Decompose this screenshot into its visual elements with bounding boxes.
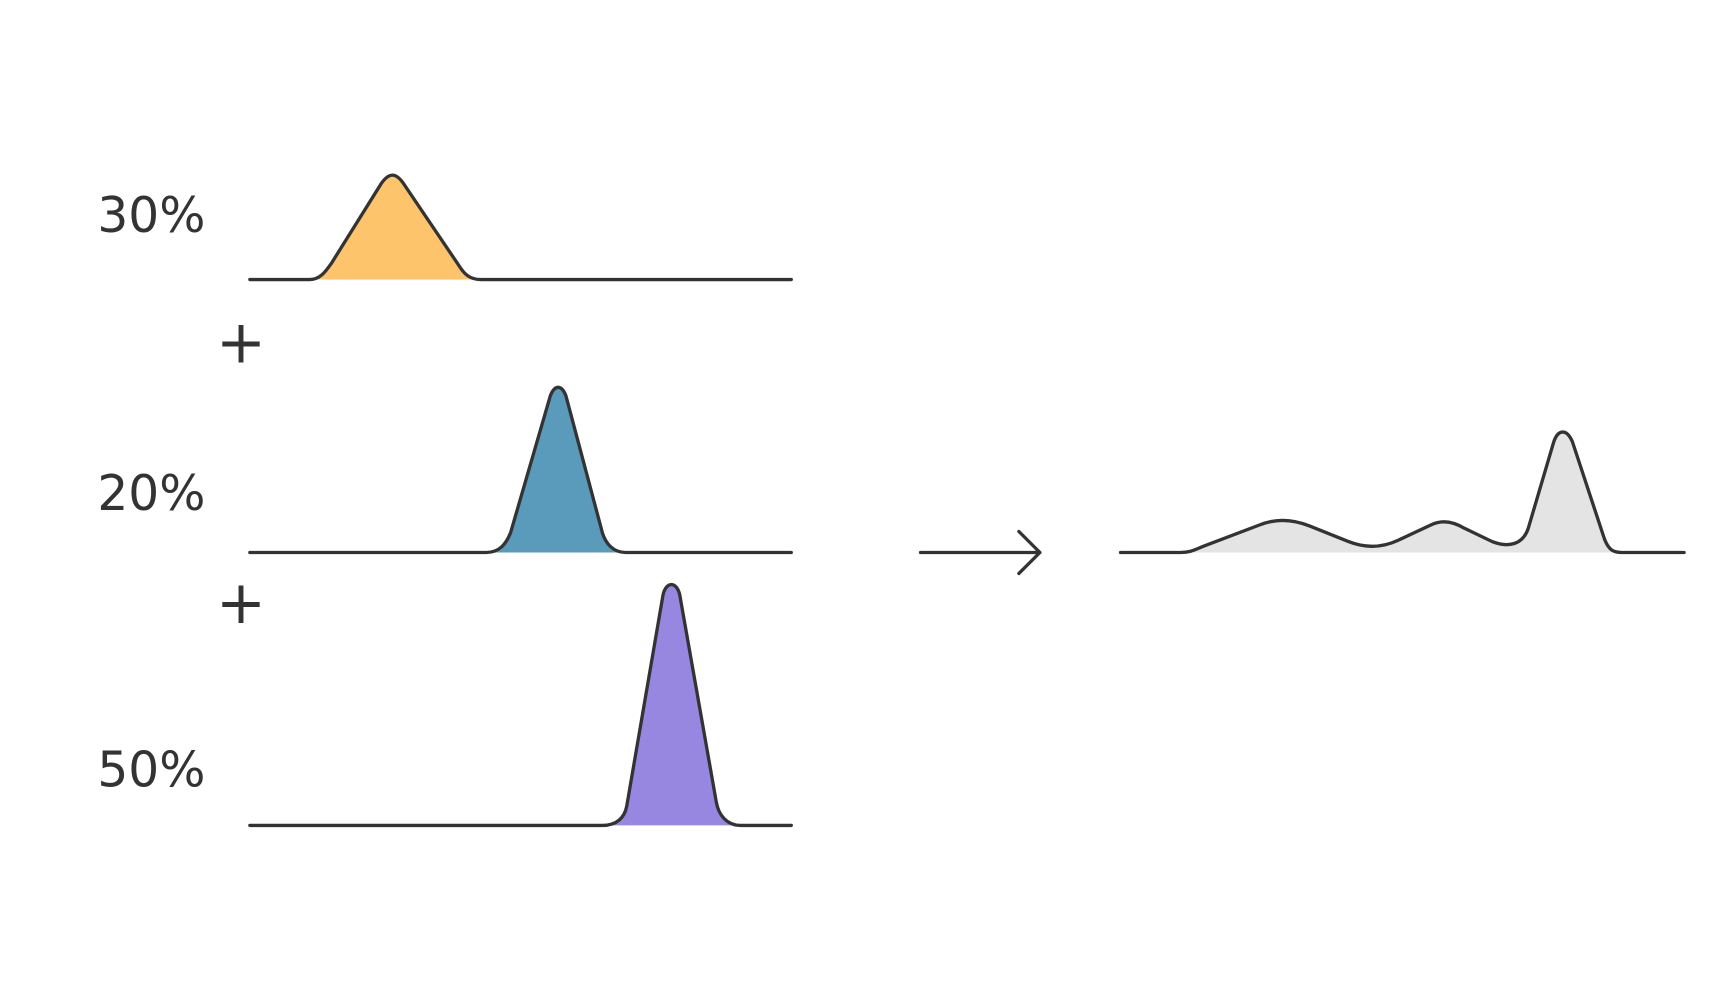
- plus-sign: +: [216, 569, 266, 638]
- mixture-fill: [1180, 432, 1623, 553]
- distribution-curve: [248, 385, 793, 555]
- plus-sign: +: [216, 308, 266, 377]
- arrow: [918, 529, 1042, 576]
- weight-label: 30%: [97, 188, 205, 244]
- distribution-curve: [248, 582, 793, 828]
- distribution-curve: [248, 173, 793, 282]
- distribution-fill: [309, 175, 481, 280]
- weight-label: 20%: [97, 466, 205, 522]
- mixture-curve: [1118, 430, 1686, 555]
- distribution-fill: [602, 584, 741, 826]
- distribution-fill: [486, 387, 626, 553]
- weight-label: 50%: [97, 742, 205, 798]
